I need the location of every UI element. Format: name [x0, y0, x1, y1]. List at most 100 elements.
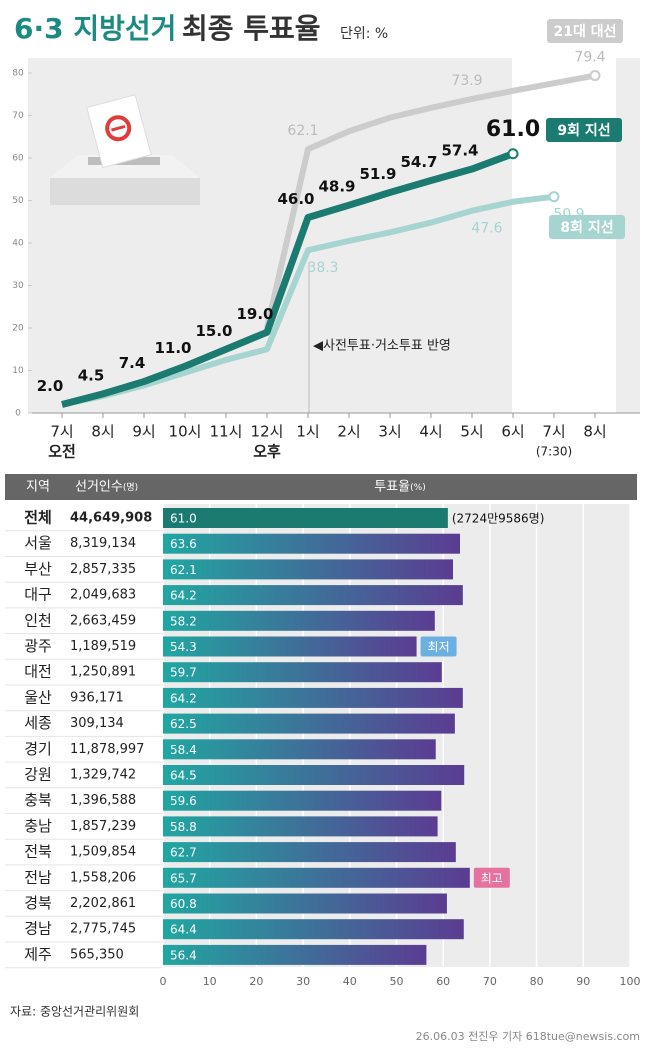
- bar-value: 65.7: [170, 871, 197, 885]
- x-tick-label: 8시: [91, 423, 114, 441]
- x-tick-label: 10: [203, 975, 217, 988]
- bar-value: 62.5: [170, 717, 197, 731]
- bar-value: 58.2: [170, 614, 197, 628]
- region-label: 울산: [24, 688, 52, 706]
- x-sublabel: 오후: [253, 443, 281, 461]
- unit-label: 단위: %: [340, 26, 388, 42]
- data-label: 11.0: [154, 339, 191, 357]
- x-tick-label: 9시: [132, 423, 155, 441]
- legend-label: 21대 대선: [554, 24, 617, 40]
- x-sublabel: (7:30): [536, 445, 572, 459]
- x-tick-label: 20: [249, 975, 263, 988]
- bar: [163, 533, 461, 554]
- electors: 1,857,239: [70, 819, 136, 834]
- x-tick-label: 7시: [542, 423, 565, 441]
- region-label: 전남: [24, 868, 52, 886]
- bar-value: 58.8: [170, 820, 197, 834]
- y-tick-label: 80: [12, 69, 24, 79]
- y-tick-label: 70: [12, 111, 24, 121]
- data-label: 7.4: [119, 354, 146, 372]
- bar-value: 54.3: [170, 640, 197, 654]
- bar-value: 56.4: [170, 948, 197, 962]
- low-label: 최저: [428, 640, 450, 654]
- header: 선거인수(명): [75, 480, 138, 495]
- region-label: 충북: [24, 791, 52, 809]
- data-label: 47.6: [471, 221, 502, 237]
- header-unit: (명): [123, 482, 138, 493]
- electors: 309,134: [70, 716, 124, 731]
- region-label: 제주: [24, 945, 52, 963]
- bar-value: 64.2: [170, 589, 197, 603]
- region-label: 경남: [24, 920, 52, 938]
- electors: 1,396,588: [70, 793, 136, 808]
- y-tick-label: 60: [12, 154, 24, 164]
- electors: 2,663,459: [70, 613, 136, 628]
- bar-value: 58.4: [170, 743, 197, 757]
- credit: 26.06.03 전진우 기자 618tue@newsis.com: [416, 1030, 640, 1043]
- bar: [163, 842, 456, 863]
- bar: [163, 893, 447, 914]
- x-tick-label: 90: [576, 975, 590, 988]
- bar: [163, 867, 470, 888]
- legend-label: 8회 지선: [560, 220, 613, 236]
- x-tick-label: 30: [296, 975, 310, 988]
- bar: [163, 944, 427, 965]
- region-label: 광주: [24, 637, 52, 655]
- low-badge: [420, 636, 457, 657]
- region-label: 경북: [24, 894, 52, 912]
- data-label: 73.9: [451, 73, 482, 89]
- chart-subtitle: 최종 투표율: [182, 12, 321, 45]
- y-tick-label: 30: [12, 281, 24, 291]
- end-marker: [548, 191, 560, 203]
- bar: [163, 610, 435, 631]
- region-label: 경기: [24, 740, 52, 758]
- x-tick-label: 50: [390, 975, 404, 988]
- x-tick-label: 4시: [419, 423, 442, 441]
- electors: 1,329,742: [70, 768, 136, 783]
- region-label: 대구: [24, 586, 52, 604]
- bar: [163, 739, 436, 760]
- electors: 44,649,908: [70, 511, 152, 526]
- x-tick-label: 8시: [583, 423, 606, 441]
- bar-value: 59.6: [170, 794, 197, 808]
- electors: 1,250,891: [70, 665, 136, 680]
- region-label: 세종: [24, 714, 52, 732]
- electors: 2,049,683: [70, 588, 136, 603]
- data-label: 2.0: [37, 377, 64, 395]
- y-tick-label: 10: [12, 366, 24, 376]
- legend-box: [547, 19, 623, 43]
- data-label: 15.0: [195, 322, 232, 340]
- data-label: 57.4: [441, 142, 478, 160]
- bar-value: 64.5: [170, 769, 197, 783]
- series-line: [61, 150, 515, 408]
- region-label: 서울: [24, 534, 52, 552]
- bar: [163, 585, 463, 606]
- bar-value: 59.7: [170, 666, 197, 680]
- y-tick-label: 0: [15, 409, 21, 419]
- data-label: 46.0: [277, 190, 314, 208]
- region-label: 인천: [24, 611, 52, 629]
- electors: 1,509,854: [70, 845, 136, 860]
- bar: [163, 636, 417, 657]
- x-tick-label: 12시: [251, 423, 284, 441]
- bar: [163, 816, 438, 837]
- electors: 11,878,997: [70, 742, 144, 757]
- data-label: 54.7: [400, 153, 437, 171]
- legend-box: [546, 118, 622, 142]
- electors: 936,171: [70, 690, 124, 705]
- y-tick-label: 40: [12, 239, 24, 249]
- header-unit: (%): [410, 483, 426, 493]
- x-tick-label: 80: [530, 975, 544, 988]
- header: 지역: [26, 480, 50, 495]
- data-label: 19.0: [236, 305, 273, 323]
- y-tick-label: 50: [12, 196, 24, 206]
- bar-value: 63.6: [170, 537, 197, 551]
- y-tick-label: 20: [12, 324, 24, 334]
- region-label: 대전: [24, 663, 52, 681]
- x-tick-label: 5시: [460, 423, 483, 441]
- x-tick-label: 1시: [296, 423, 319, 441]
- data-label: 62.1: [287, 123, 318, 139]
- x-tick-label: 60: [436, 975, 450, 988]
- table-header: [5, 474, 637, 500]
